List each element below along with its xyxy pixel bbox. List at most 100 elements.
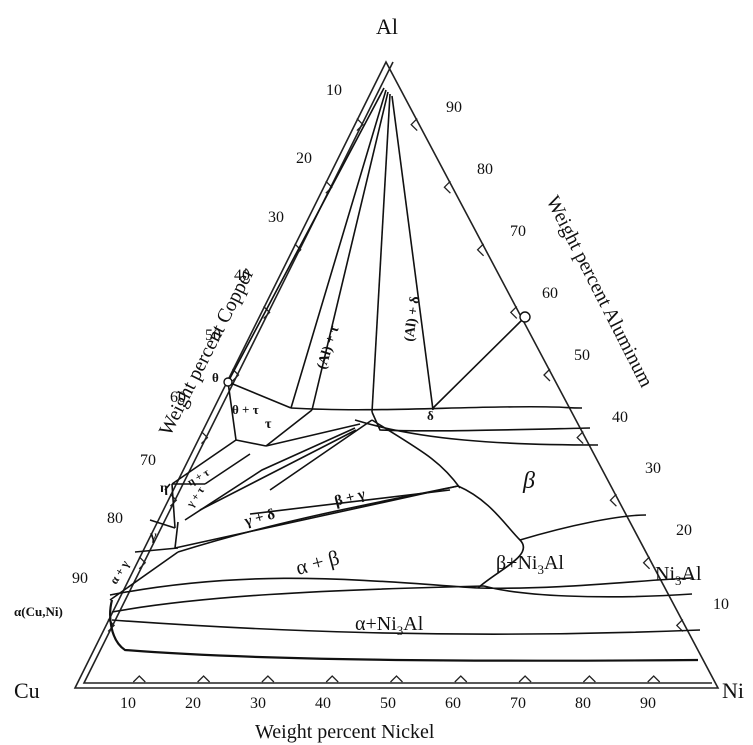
- right-tick-chevron: [476, 243, 485, 257]
- left-tick-20: 20: [296, 150, 312, 167]
- boundary-theta-box-top: [227, 381, 292, 409]
- vertex-label-al: Al: [376, 14, 398, 39]
- left-tick-10: 10: [326, 82, 342, 99]
- vertex-label-cu: Cu: [14, 678, 40, 703]
- boundary-theta-box-left: [227, 381, 237, 441]
- boundary-alpha-ni3al-1: [111, 585, 485, 613]
- bottom-tick-chevron: [454, 675, 468, 683]
- boundary-al-to-tau1: [290, 89, 387, 409]
- boundary-gt-line-3: [174, 521, 179, 549]
- bottom-tick-60: 60: [445, 695, 461, 712]
- bottom-tick-chevron: [132, 675, 146, 683]
- svg-text:α+Ni3Al: α+Ni3Al: [355, 613, 424, 638]
- label-beta-ni3al: β+Ni3Al: [496, 552, 564, 577]
- left-tick-70: 70: [140, 452, 156, 469]
- left-tick-chevron: [200, 431, 209, 445]
- left-tick-chevron: [356, 118, 364, 132]
- bottom-tick-chevron: [325, 675, 339, 683]
- boundary-al-to-delta2: [391, 95, 434, 411]
- left-tick-60: 60: [170, 389, 186, 406]
- boundary-eta-vertical: [171, 483, 176, 529]
- boundary-alpha-cuni: [109, 599, 699, 662]
- bottom-tick-chevron: [582, 675, 596, 683]
- band-line-2: [371, 411, 591, 432]
- right-tick-chevron: [609, 493, 617, 507]
- boundary-eta-left-edge: [164, 483, 171, 491]
- right-tick-marks: [410, 118, 684, 632]
- boundary-beta-ni3al-bottom: [477, 577, 693, 590]
- label-eta: η: [160, 481, 168, 496]
- right-tick-90: 90: [446, 99, 462, 116]
- bottom-tick-chevron: [390, 675, 403, 683]
- bottom-tick-50: 50: [380, 695, 396, 712]
- bottom-tick-labels: 10 20 30 40 50 60 70 80 90: [120, 695, 656, 712]
- triangle-outer-frame: [73, 60, 720, 689]
- label-al-delta: (Al) + δ: [402, 295, 423, 342]
- right-tick-60: 60: [542, 285, 558, 302]
- boundary-gd-upper: [199, 429, 357, 511]
- label-delta: δ: [427, 408, 434, 423]
- boundary-al-to-theta: [227, 87, 385, 383]
- boundary-bg-upper: [269, 419, 373, 491]
- phase-labels: (Al) + τ (Al) + δ θ + τ τ δ θ η η + τ γ …: [14, 295, 702, 638]
- boundary-ab-upper: [177, 485, 459, 553]
- label-tau: τ: [265, 417, 272, 432]
- right-tick-chevron: [443, 180, 451, 194]
- boundary-ni3al-right: [483, 585, 693, 598]
- right-edge-point-marker: [519, 311, 531, 323]
- left-tick-80: 80: [107, 510, 123, 527]
- left-tick-labels: 10 20 30 40 50 60 70 80 90: [72, 82, 342, 587]
- bottom-tick-10: 10: [120, 695, 136, 712]
- right-tick-chevron: [509, 305, 518, 319]
- label-theta: θ: [212, 370, 219, 385]
- bottom-tick-chevron: [647, 675, 661, 683]
- vertex-label-ni: Ni: [722, 678, 744, 703]
- right-tick-chevron: [576, 431, 584, 445]
- bottom-tick-20: 20: [185, 695, 201, 712]
- boundary-al-to-delta1: [371, 93, 391, 413]
- boundary-gt-line-1: [204, 453, 251, 485]
- right-tick-80: 80: [477, 161, 493, 178]
- left-tick-chevron: [263, 305, 271, 319]
- right-tick-chevron: [543, 368, 551, 382]
- boundary-tau-to-band: [265, 423, 361, 447]
- bottom-tick-chevron: [261, 675, 275, 683]
- theta-point-marker: [223, 377, 233, 387]
- label-alpha-ni3al: α+Ni3Al: [355, 613, 424, 638]
- right-tick-20: 20: [676, 522, 692, 539]
- label-ni3al-side: Ni3Al: [655, 563, 702, 588]
- band-line-1: [290, 405, 583, 411]
- label-alpha-cuni: α(Cu,Ni): [14, 604, 63, 619]
- label-beta: β: [522, 468, 535, 494]
- band-line-3: [354, 419, 599, 446]
- axis-title-nickel: Weight percent Nickel: [255, 721, 435, 743]
- left-tick-40: 40: [234, 267, 250, 284]
- boundary-alpha-ni3al-2: [111, 619, 701, 635]
- boundary-gamma-top: [149, 519, 176, 529]
- right-tick-70: 70: [510, 223, 526, 240]
- boundary-delta-to-edge: [432, 317, 525, 409]
- boundary-ab-lower: [109, 577, 479, 596]
- bottom-tick-chevron: [518, 675, 532, 683]
- boundary-tau-right: [265, 409, 313, 447]
- label-theta-tau: θ + τ: [232, 402, 259, 417]
- axis-title-aluminum: Weight percent Aluminum: [542, 192, 658, 391]
- right-tick-chevron: [642, 556, 651, 570]
- boundary-theta-box-bottom: [235, 439, 267, 447]
- boundary-gt-line-2: [184, 427, 356, 521]
- boundary-alpha-gamma-line: [109, 551, 179, 601]
- right-tick-40: 40: [612, 409, 628, 426]
- boundary-gd-lower: [174, 485, 459, 549]
- bottom-tick-marks: [132, 675, 661, 683]
- right-tick-10: 10: [713, 596, 729, 613]
- right-tick-labels: 90 80 70 60 50 40 30 20 10: [446, 99, 729, 613]
- label-alpha-beta: α + β: [293, 545, 342, 580]
- boundary-al-to-tau2: [311, 91, 389, 411]
- right-tick-chevron: [410, 118, 418, 132]
- bottom-tick-40: 40: [315, 695, 331, 712]
- svg-text:β+Ni3Al: β+Ni3Al: [496, 552, 564, 577]
- band-line-4: [371, 419, 461, 489]
- svg-text:Ni3Al: Ni3Al: [655, 563, 702, 588]
- triangle-inner-frame: [82, 61, 712, 684]
